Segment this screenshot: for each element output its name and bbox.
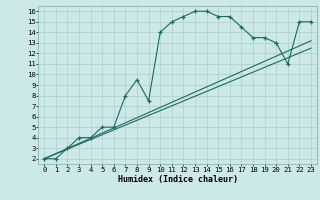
- X-axis label: Humidex (Indice chaleur): Humidex (Indice chaleur): [118, 175, 238, 184]
